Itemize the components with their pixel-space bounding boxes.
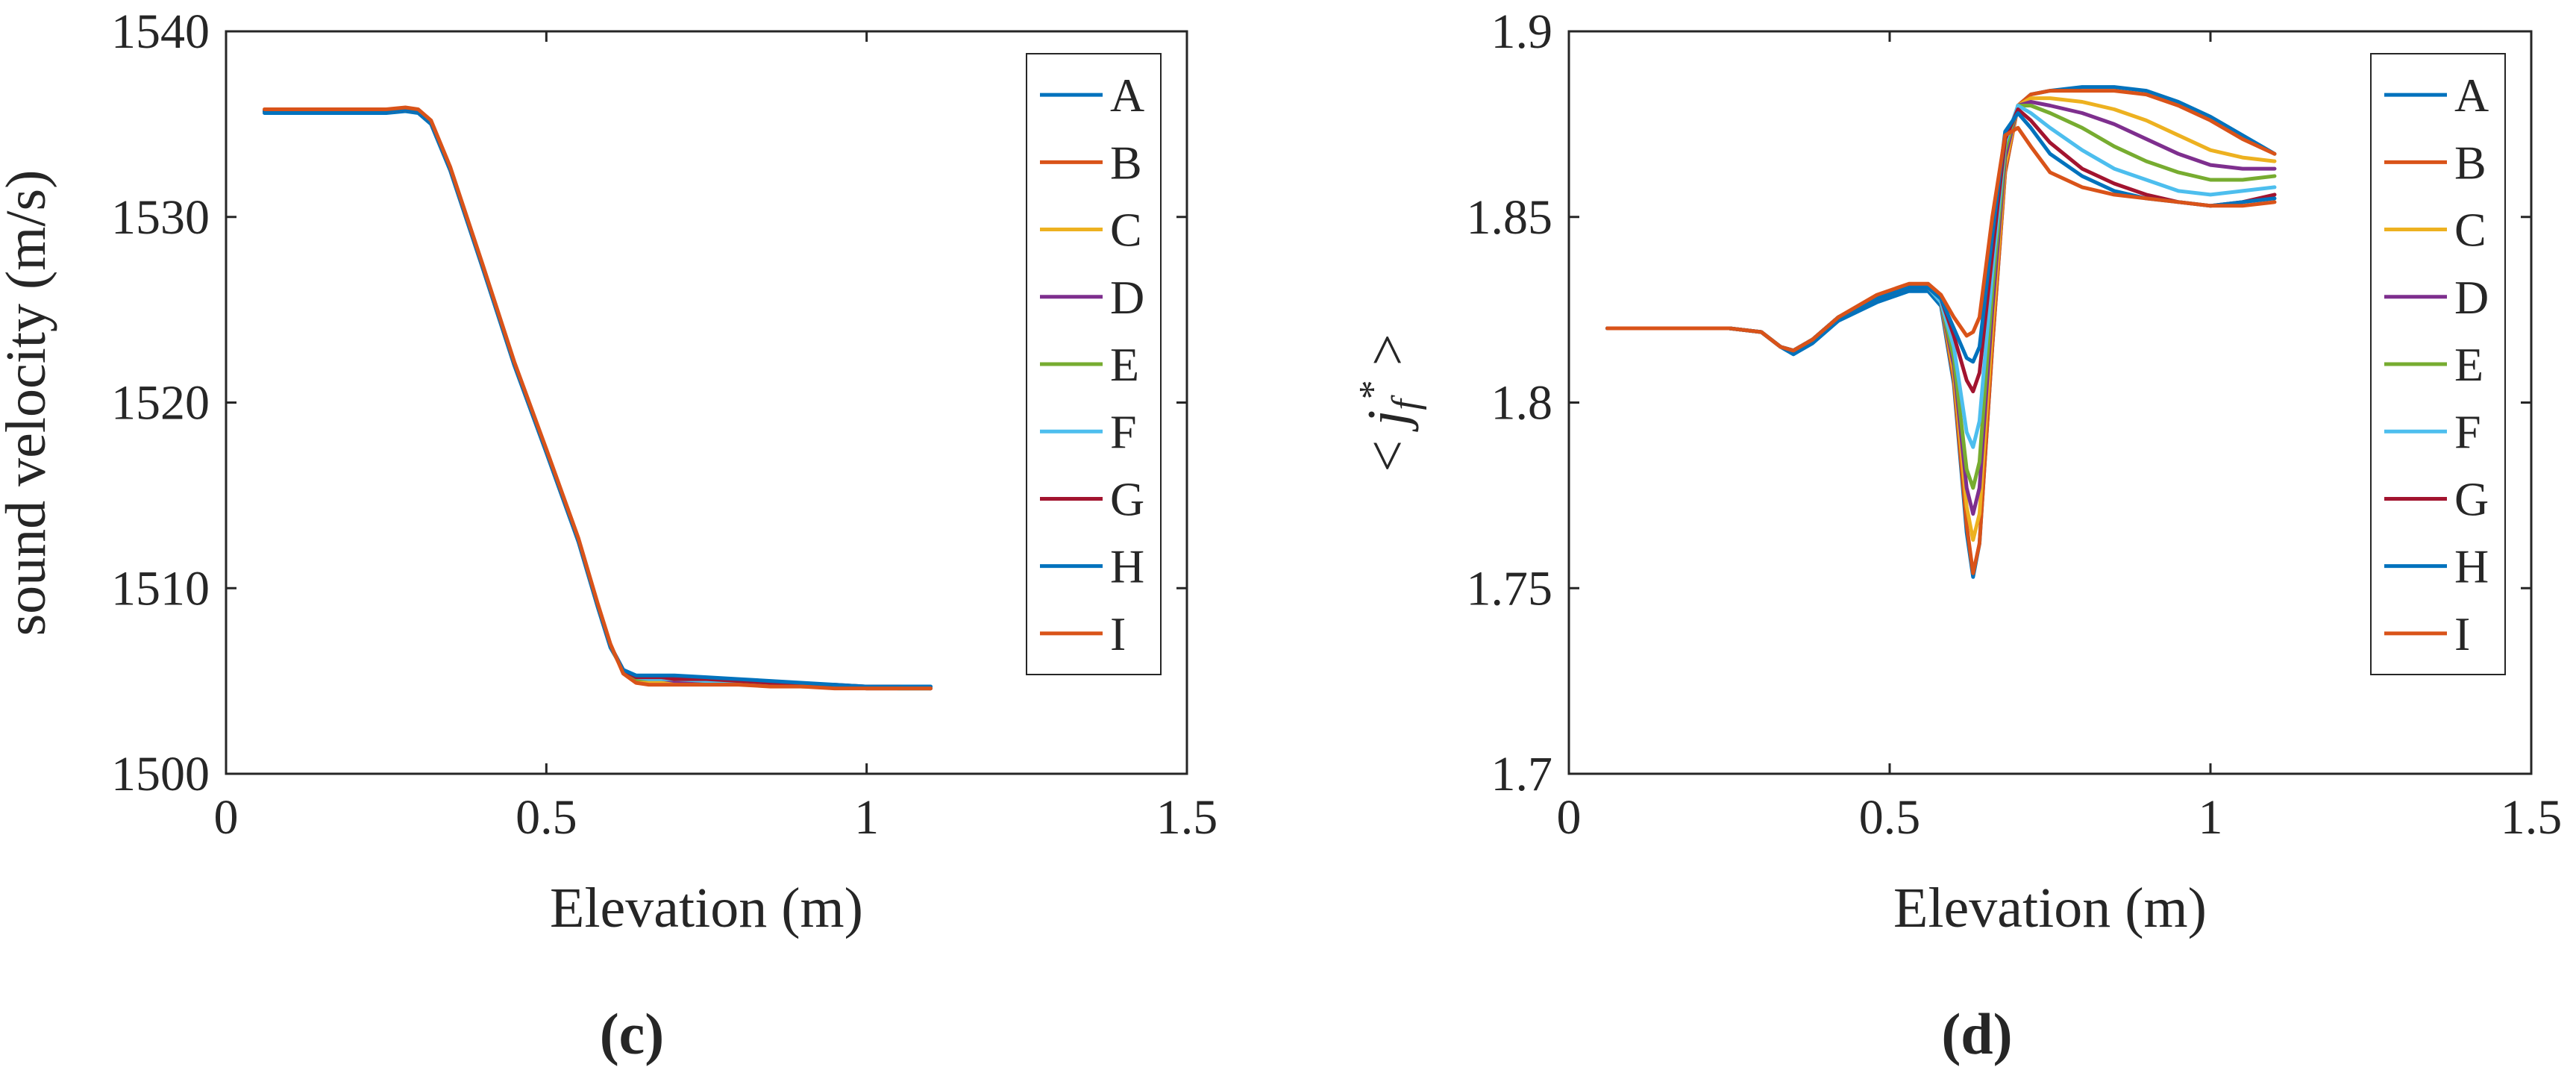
x-tick-label: 0 xyxy=(1557,790,1582,845)
y-axis-label-d: < jf* > xyxy=(1352,334,1427,472)
legend-label-b: B xyxy=(1110,136,1142,189)
x-tick-label: 1 xyxy=(2199,790,2223,845)
legend-label-d: D xyxy=(1110,271,1144,324)
y-tick-label: 1520 xyxy=(111,376,210,431)
x-axis-label-c: Elevation (m) xyxy=(550,877,863,939)
y-tick-label: 1.7 xyxy=(1491,747,1553,801)
x-tick-label: 0 xyxy=(214,790,239,845)
series-group-d xyxy=(1605,85,2277,579)
legend-label-h: H xyxy=(1110,540,1144,593)
angle-close: > xyxy=(1356,334,1419,380)
legend-label-e: E xyxy=(1110,338,1139,391)
legend-label-h: H xyxy=(2454,540,2489,593)
y-axis-label-c: sound velocity (m/s) xyxy=(0,170,57,636)
y-tick-label: 1540 xyxy=(111,4,210,59)
series-line-i xyxy=(263,105,933,691)
series-line-i xyxy=(1605,125,2277,353)
panel-label-d: (d) xyxy=(1941,1001,2012,1066)
y-tick-label: 1.85 xyxy=(1467,190,1553,245)
legend-label-g: G xyxy=(1110,472,1144,525)
legend-label-f: F xyxy=(2454,405,2481,458)
panel-label-c: (c) xyxy=(600,1001,665,1066)
legend-label-c: C xyxy=(2454,204,2486,257)
legend-label-e: E xyxy=(2454,338,2483,391)
legend-label-a: A xyxy=(1110,69,1144,122)
superscript-star: * xyxy=(1352,380,1394,399)
y-tick-label: 1510 xyxy=(111,561,210,616)
y-tick-label: 1.9 xyxy=(1491,4,1553,59)
ticks-group-d: 0 0.5 1 1.5 1.7 1.75 1.8 1.85 1.9 xyxy=(1467,4,2563,845)
legend-label-c: C xyxy=(1110,204,1142,257)
legend-label-i: I xyxy=(1110,607,1126,660)
svg-text:< jf* >: < jf* > xyxy=(1352,334,1427,472)
x-axis-label-d: Elevation (m) xyxy=(1893,877,2207,939)
series-group-c xyxy=(263,105,933,691)
y-tick-label: 1500 xyxy=(111,747,210,801)
y-tick-label: 1.75 xyxy=(1467,561,1553,616)
angle-open: < xyxy=(1356,426,1419,472)
x-tick-label: 0.5 xyxy=(515,790,577,845)
ticks-group-c: 0 0.5 1 1.5 1500 1510 1520 1530 1540 xyxy=(111,4,1218,845)
y-tick-label: 1530 xyxy=(111,190,210,245)
legend-label-i: I xyxy=(2454,607,2470,660)
x-tick-label: 0.5 xyxy=(1859,790,1921,845)
x-tick-label: 1.5 xyxy=(1156,790,1218,845)
legend-label-g: G xyxy=(2454,472,2489,525)
panel-c-chart: 0 0.5 1 1.5 1500 1510 1520 1530 1540 Elevation (… xyxy=(0,4,1218,1066)
y-tick-label: 1.8 xyxy=(1491,376,1553,431)
legend-label-b: B xyxy=(2454,136,2486,189)
legend-label-f: F xyxy=(1110,405,1137,458)
x-tick-label: 1.5 xyxy=(2501,790,2563,845)
legend-label-d: D xyxy=(2454,271,2489,324)
panel-d-chart: 0 0.5 1 1.51.71.751.81.851.9 Elevation (m) … xyxy=(1352,4,2562,1066)
legend-label-a: A xyxy=(2454,69,2489,122)
x-tick-label: 1 xyxy=(854,790,879,845)
